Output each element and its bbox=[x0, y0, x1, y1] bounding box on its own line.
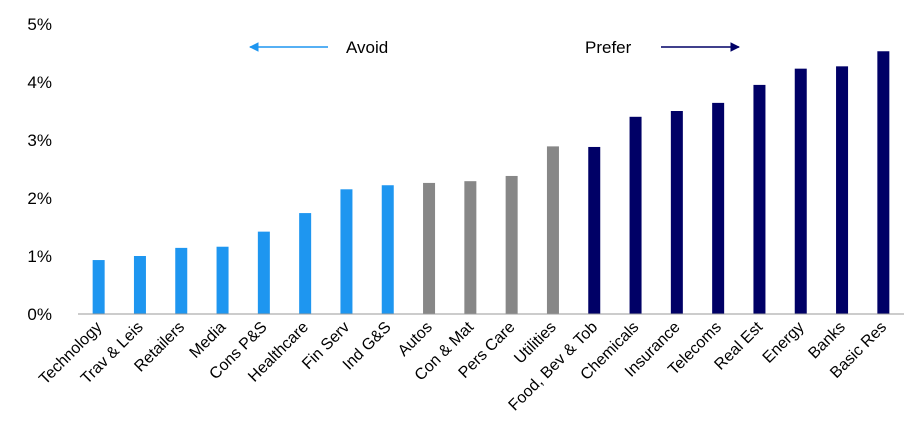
bar bbox=[92, 260, 105, 314]
y-tick-label: 4% bbox=[27, 73, 52, 92]
bar bbox=[340, 189, 353, 314]
bar bbox=[588, 146, 601, 314]
prefer-label: Prefer bbox=[585, 38, 632, 57]
bar bbox=[753, 84, 766, 315]
bar bbox=[216, 246, 229, 314]
x-tick-label: Energy bbox=[760, 319, 808, 367]
bar bbox=[877, 51, 890, 314]
y-tick-label: 1% bbox=[27, 247, 52, 266]
bar bbox=[670, 111, 683, 314]
y-tick-label: 3% bbox=[27, 131, 52, 150]
bar bbox=[257, 231, 270, 314]
avoid-annotation: Avoid bbox=[249, 38, 388, 57]
bar bbox=[546, 146, 559, 314]
avoid-label: Avoid bbox=[346, 38, 388, 57]
prefer-annotation: Prefer bbox=[585, 38, 740, 57]
bar bbox=[175, 247, 188, 314]
bar bbox=[505, 175, 518, 314]
bar bbox=[712, 102, 725, 314]
bar bbox=[423, 182, 436, 314]
y-tick-label: 5% bbox=[27, 15, 52, 34]
bar bbox=[836, 66, 849, 314]
bar bbox=[794, 68, 807, 314]
bar bbox=[464, 181, 477, 314]
y-axis-ticks: 0% 1% 2% 3% 4% 5% bbox=[27, 15, 52, 324]
y-tick-label: 0% bbox=[27, 305, 52, 324]
bar bbox=[629, 116, 642, 314]
bar bbox=[381, 185, 394, 314]
bar bbox=[133, 256, 146, 314]
bar bbox=[299, 213, 312, 314]
y-tick-label: 2% bbox=[27, 189, 52, 208]
bars bbox=[92, 51, 890, 315]
